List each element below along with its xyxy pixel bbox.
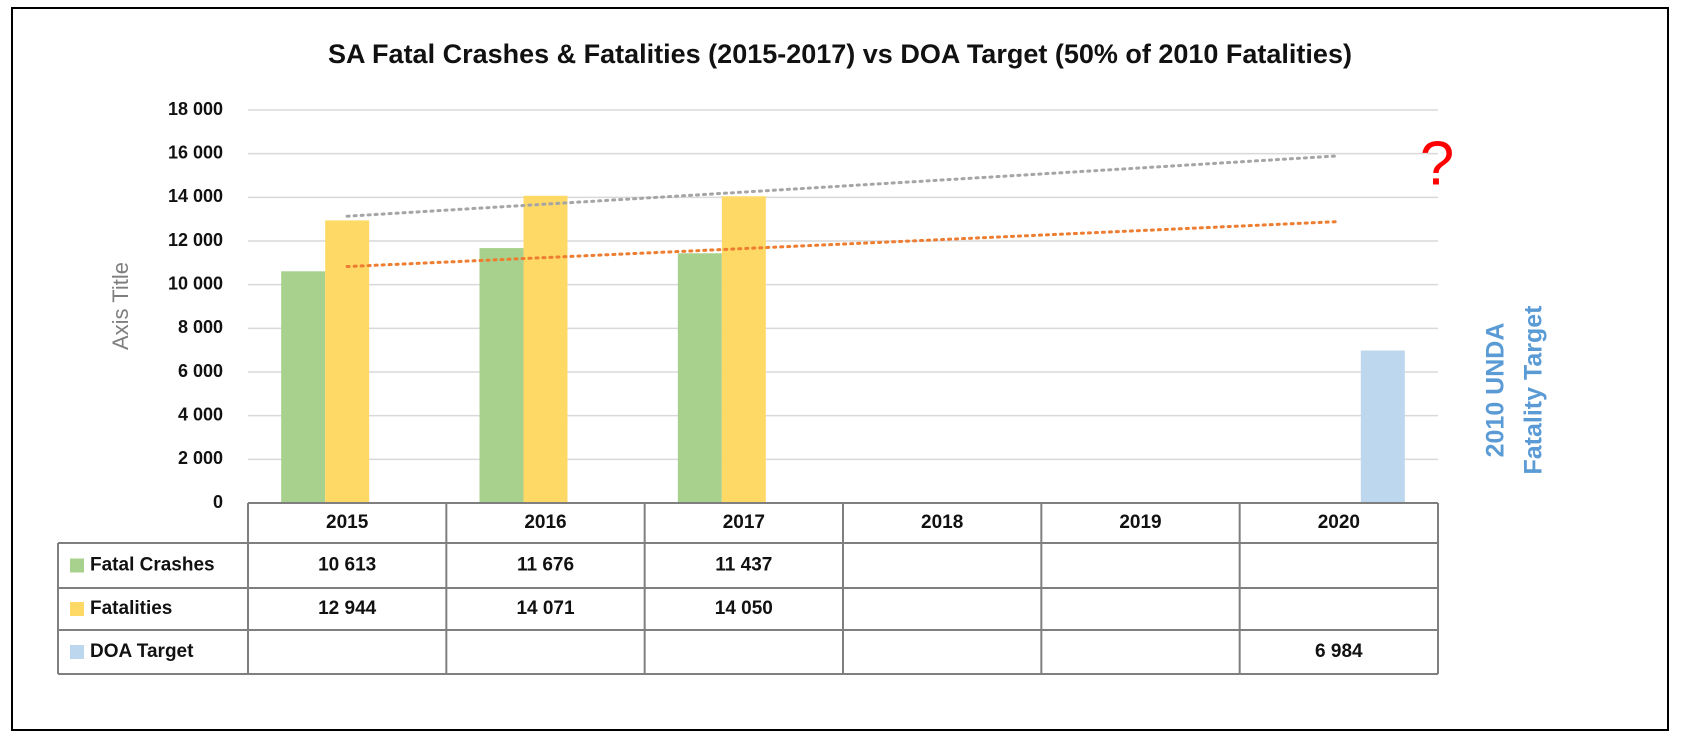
right-label: 2010 UNDA — [1482, 323, 1510, 458]
table-value: 14 071 — [516, 598, 575, 619]
y-tick-label: 8 000 — [178, 317, 223, 337]
y-tick-label: 12 000 — [168, 230, 223, 250]
chart-frame — [11, 7, 1669, 731]
legend-key — [70, 645, 84, 659]
chart-title: SA Fatal Crashes & Fatalities (2015-2017… — [328, 39, 1352, 69]
bar — [1360, 350, 1405, 503]
x-tick-label: 2019 — [1119, 512, 1161, 533]
table-value: 11 437 — [715, 555, 772, 576]
y-tick-label: 16 000 — [168, 142, 223, 162]
y-tick-label: 10 000 — [168, 273, 223, 293]
bar — [677, 253, 722, 503]
x-tick-label: 2020 — [1318, 512, 1360, 533]
legend-label: Fatalities — [90, 598, 172, 619]
y-tick-label: 6 000 — [178, 361, 223, 381]
y-axis-title: Axis Title — [108, 262, 133, 350]
table-value: 11 676 — [517, 555, 574, 576]
table-value: 10 613 — [318, 555, 376, 576]
y-tick-label: 2 000 — [178, 448, 223, 468]
y-tick-label: 0 — [213, 492, 223, 512]
annotation: ? — [1420, 129, 1454, 198]
bar — [721, 196, 766, 503]
y-tick-label: 14 000 — [168, 186, 223, 206]
x-tick-label: 2016 — [524, 512, 566, 533]
x-tick-label: 2015 — [326, 512, 369, 533]
table-value: 6 984 — [1315, 641, 1363, 662]
legend-key — [70, 558, 84, 573]
legend-label: Fatal Crashes — [90, 555, 215, 576]
table-value: 12 944 — [318, 598, 377, 619]
y-tick-label: 18 000 — [168, 99, 223, 119]
right-label: Fatality Target — [1520, 305, 1548, 475]
legend-key — [70, 602, 84, 616]
x-tick-label: 2018 — [921, 512, 963, 533]
legend-label: DOA Target — [90, 641, 194, 662]
table-value: 14 050 — [715, 598, 773, 619]
y-tick-label: 4 000 — [178, 404, 223, 424]
trendline — [345, 220, 1341, 269]
trendline — [345, 154, 1341, 218]
bar — [325, 220, 370, 503]
bar — [281, 271, 326, 503]
bar — [479, 248, 524, 503]
bar — [523, 195, 568, 503]
x-tick-label: 2017 — [723, 512, 765, 533]
